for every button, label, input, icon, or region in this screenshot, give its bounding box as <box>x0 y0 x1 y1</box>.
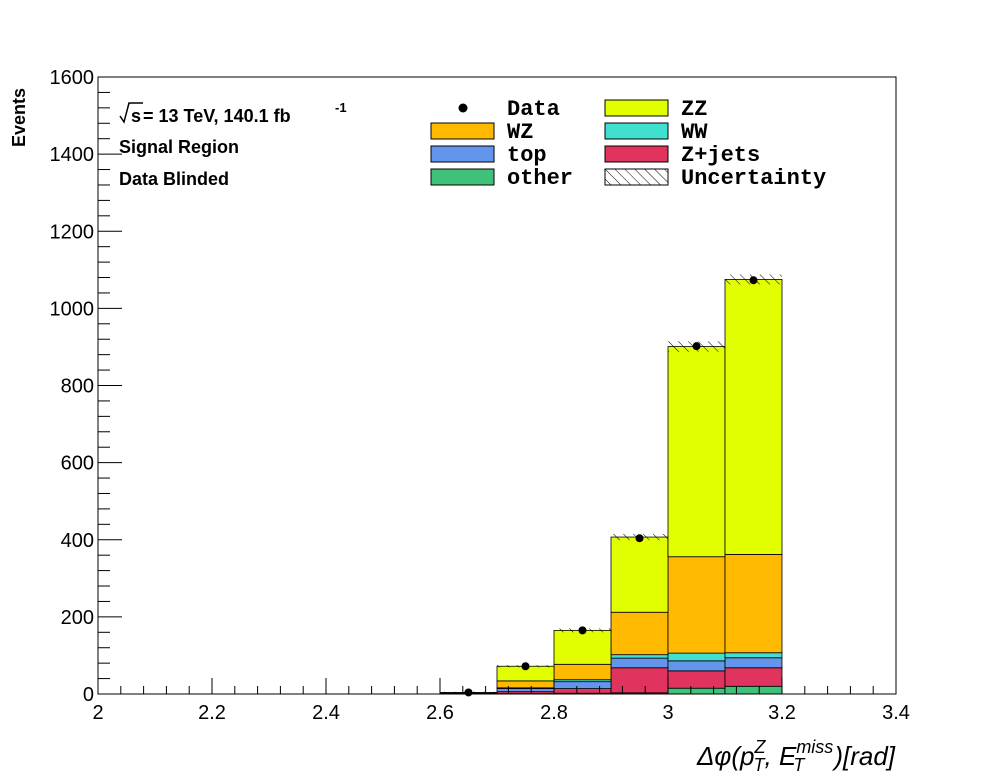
bar-other-bin4 <box>667 687 726 695</box>
y-tick-label-1: 200 <box>61 607 94 629</box>
y-axis-label: Events <box>9 88 29 147</box>
legend-label-top: top <box>507 143 547 168</box>
data-point-0 <box>464 688 473 697</box>
data-point-4 <box>692 342 701 351</box>
y-tick-label-5: 1000 <box>50 298 95 320</box>
legend-swatch-z-jets <box>604 145 669 163</box>
y-tick-label-8: 1600 <box>50 67 95 89</box>
x-tick-label-4: 2.8 <box>540 702 568 724</box>
bar-ww-bin3 <box>610 654 669 659</box>
bar-wz-bin4 <box>667 556 726 654</box>
data-points <box>464 276 758 697</box>
bar-top-bin5 <box>724 657 783 669</box>
legend-swatch-wz <box>430 122 495 140</box>
blinding-label: Data Blinded <box>119 169 229 189</box>
x-tick-label-5: 3 <box>662 702 673 724</box>
bar-zz-bin4 <box>667 346 726 558</box>
bar-z-jets-bin2 <box>553 688 612 694</box>
data-point-1 <box>521 662 530 671</box>
bar-zz-bin5 <box>724 279 783 555</box>
bar-ww-bin5 <box>724 652 783 659</box>
y-tick-label-2: 400 <box>61 530 94 552</box>
y-tick-label-0: 0 <box>83 684 94 706</box>
legend-label-data: Data <box>507 97 560 122</box>
region-label: Signal Region <box>119 137 239 157</box>
y-tick-label-6: 1200 <box>50 221 95 243</box>
bar-z-jets-bin3 <box>610 667 669 694</box>
x-tick-label-6: 3.2 <box>768 702 796 724</box>
x-tick-label-2: 2.4 <box>312 702 340 724</box>
bar-wz-bin3 <box>610 611 669 656</box>
x-tick-label-7: 3.4 <box>882 702 910 724</box>
bar-top-bin4 <box>667 660 726 672</box>
lumi-exponent: -1 <box>335 100 347 115</box>
data-point-5 <box>749 276 758 285</box>
bar-top-bin3 <box>610 657 669 669</box>
legend-label-z-jets: Z+jets <box>681 143 760 168</box>
legend: Data ZZ WZ WW top Z+jets other Uncertainty <box>430 97 826 191</box>
bar-zz-bin2 <box>553 629 612 665</box>
legend-swatch-other <box>430 168 495 186</box>
bar-z-jets-bin4 <box>667 670 726 689</box>
sqrt-symbol <box>119 102 143 124</box>
x-axis: 2 2.2 2.4 2.6 2.8 3 3.2 3.4 <box>92 678 910 724</box>
legend-label-ww: WW <box>681 120 708 145</box>
legend-label-other: other <box>507 166 573 191</box>
legend-label-wz: WZ <box>507 120 533 145</box>
legend-marker-data <box>458 103 468 113</box>
energy-lumi-label: = 13 TeV, 140.1 fb <box>143 106 291 126</box>
x-tick-label-3: 2.6 <box>426 702 454 724</box>
bar-top-bin1 <box>496 688 555 693</box>
bar-zz-bin3 <box>610 536 669 613</box>
legend-swatch-ww <box>604 122 669 140</box>
sqrt-s-label: s <box>131 106 141 126</box>
bar-ww-bin4 <box>667 652 726 662</box>
data-point-3 <box>635 534 644 543</box>
legend-swatch-zz <box>604 99 669 117</box>
legend-label-uncertainty: Uncertainty <box>681 166 826 191</box>
annotation-block: s = 13 TeV, 140.1 fb -1 Signal Region Da… <box>119 100 347 189</box>
legend-swatch-top <box>430 145 495 163</box>
bar-wz-bin2 <box>553 663 612 681</box>
y-tick-label-7: 1400 <box>50 144 95 166</box>
stacked-bars <box>439 279 783 695</box>
bar-top-bin2 <box>553 681 612 690</box>
legend-label-zz: ZZ <box>681 97 707 122</box>
x-axis-label: Δφ(pZ T, Emiss T)[rad] <box>696 737 896 772</box>
y-axis: 0 200 400 600 800 1000 1200 1400 1600 <box>50 67 122 706</box>
data-point-2 <box>578 626 587 635</box>
y-tick-label-3: 600 <box>61 453 94 475</box>
legend-swatch-uncertainty <box>604 168 669 186</box>
x-tick-label-1: 2.2 <box>198 702 226 724</box>
x-tick-label-0: 2 <box>92 702 103 724</box>
y-tick-label-4: 800 <box>61 376 94 398</box>
bar-other-bin5 <box>724 685 783 695</box>
bar-wz-bin5 <box>724 554 783 654</box>
bar-z-jets-bin5 <box>724 667 783 687</box>
bar-wz-bin1 <box>496 680 555 689</box>
